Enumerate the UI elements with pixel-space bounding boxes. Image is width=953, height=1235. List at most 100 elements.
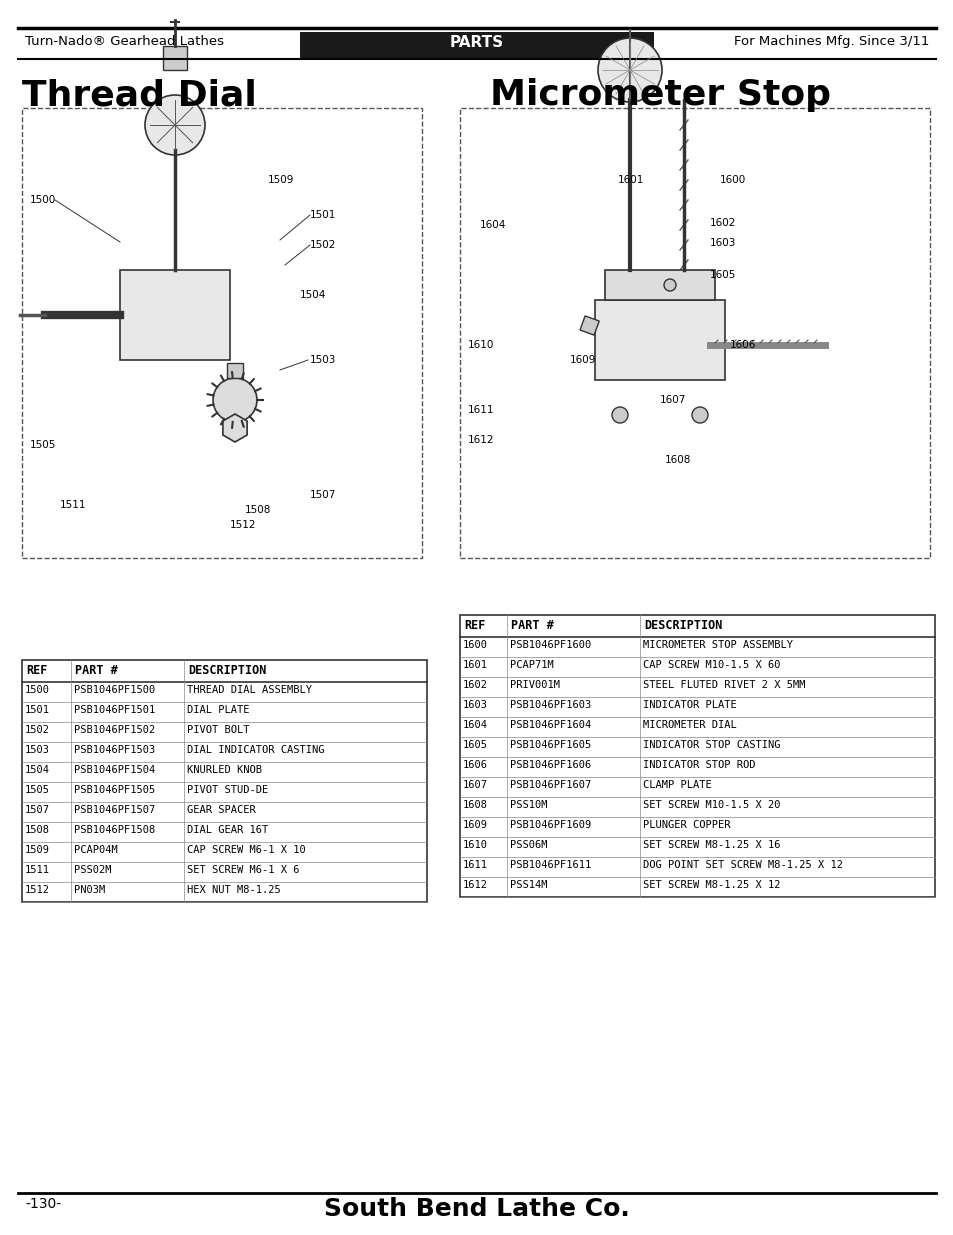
Text: PN03M: PN03M <box>73 885 105 895</box>
Text: 1501: 1501 <box>25 705 50 715</box>
Text: PSS10M: PSS10M <box>510 800 547 810</box>
Text: 1508: 1508 <box>25 825 50 835</box>
Text: MICROMETER STOP ASSEMBLY: MICROMETER STOP ASSEMBLY <box>643 640 793 650</box>
Text: 1606: 1606 <box>462 760 488 769</box>
Text: CAP SCREW M10-1.5 X 60: CAP SCREW M10-1.5 X 60 <box>643 659 781 671</box>
Text: REF: REF <box>26 664 48 677</box>
Text: CAP SCREW M6-1 X 10: CAP SCREW M6-1 X 10 <box>187 845 305 855</box>
Text: SET SCREW M8-1.25 X 12: SET SCREW M8-1.25 X 12 <box>643 881 781 890</box>
Text: 1610: 1610 <box>462 840 488 850</box>
Text: 1505: 1505 <box>25 785 50 795</box>
Text: MICROMETER DIAL: MICROMETER DIAL <box>643 720 737 730</box>
Circle shape <box>612 408 627 424</box>
Text: 1507: 1507 <box>25 805 50 815</box>
Text: 1507: 1507 <box>310 490 336 500</box>
Bar <box>227 363 243 378</box>
Circle shape <box>598 38 661 103</box>
Text: Micrometer Stop: Micrometer Stop <box>490 78 830 112</box>
Bar <box>22 107 421 558</box>
Text: INDICATOR STOP ROD: INDICATOR STOP ROD <box>643 760 755 769</box>
Polygon shape <box>223 414 247 442</box>
Text: 1509: 1509 <box>268 175 294 185</box>
Bar <box>163 46 187 70</box>
Text: PIVOT BOLT: PIVOT BOLT <box>187 725 250 735</box>
Text: 1512: 1512 <box>230 520 256 530</box>
Text: 1602: 1602 <box>709 219 736 228</box>
Text: 1604: 1604 <box>479 220 506 230</box>
Text: 1612: 1612 <box>468 435 494 445</box>
Text: 1609: 1609 <box>569 354 596 366</box>
Text: 1500: 1500 <box>25 685 50 695</box>
Text: PLUNGER COPPER: PLUNGER COPPER <box>643 820 730 830</box>
Text: 1601: 1601 <box>618 175 643 185</box>
Text: PIVOT STUD-DE: PIVOT STUD-DE <box>187 785 268 795</box>
Text: 1603: 1603 <box>462 700 488 710</box>
Text: SET SCREW M8-1.25 X 16: SET SCREW M8-1.25 X 16 <box>643 840 781 850</box>
Text: PSS02M: PSS02M <box>73 864 111 876</box>
Text: PRIV001M: PRIV001M <box>510 680 560 690</box>
Text: 1610: 1610 <box>468 340 494 350</box>
Circle shape <box>691 408 707 424</box>
Text: 1508: 1508 <box>245 505 271 515</box>
Text: PSB1046PF1611: PSB1046PF1611 <box>510 860 591 869</box>
Text: REF: REF <box>463 619 485 632</box>
Text: KNURLED KNOB: KNURLED KNOB <box>187 764 262 776</box>
Bar <box>579 316 598 335</box>
Bar <box>299 32 654 58</box>
Circle shape <box>145 95 205 156</box>
Text: PCAP71M: PCAP71M <box>510 659 554 671</box>
Text: PSS14M: PSS14M <box>510 881 547 890</box>
Bar <box>459 107 929 558</box>
Text: DESCRIPTION: DESCRIPTION <box>644 619 722 632</box>
Text: INDICATOR STOP CASTING: INDICATOR STOP CASTING <box>643 740 781 750</box>
Text: PSB1046PF1500: PSB1046PF1500 <box>73 685 154 695</box>
Text: PSB1046PF1502: PSB1046PF1502 <box>73 725 154 735</box>
Text: 1612: 1612 <box>462 881 488 890</box>
Text: PART #: PART # <box>74 664 117 677</box>
Text: PSB1046PF1600: PSB1046PF1600 <box>510 640 591 650</box>
Text: PSB1046PF1605: PSB1046PF1605 <box>510 740 591 750</box>
Text: PSB1046PF1609: PSB1046PF1609 <box>510 820 591 830</box>
Text: 1505: 1505 <box>30 440 56 450</box>
Text: STEEL FLUTED RIVET 2 X 5MM: STEEL FLUTED RIVET 2 X 5MM <box>643 680 805 690</box>
Bar <box>604 270 714 300</box>
Text: THREAD DIAL ASSEMBLY: THREAD DIAL ASSEMBLY <box>187 685 312 695</box>
Text: PSB1046PF1501: PSB1046PF1501 <box>73 705 154 715</box>
Text: 1600: 1600 <box>462 640 488 650</box>
Text: GEAR SPACER: GEAR SPACER <box>187 805 255 815</box>
Text: 1609: 1609 <box>462 820 488 830</box>
Text: 1600: 1600 <box>720 175 745 185</box>
Text: PSB1046PF1507: PSB1046PF1507 <box>73 805 154 815</box>
Text: 1511: 1511 <box>60 500 87 510</box>
Text: 1503: 1503 <box>310 354 336 366</box>
Text: 1601: 1601 <box>462 659 488 671</box>
Text: 1500: 1500 <box>30 195 56 205</box>
Text: -130-: -130- <box>25 1197 61 1212</box>
Bar <box>595 300 724 380</box>
Bar <box>22 659 427 902</box>
Text: PART #: PART # <box>511 619 554 632</box>
Text: South Bend Lathe Co.: South Bend Lathe Co. <box>324 1197 629 1221</box>
Text: 1607: 1607 <box>659 395 685 405</box>
Text: 1511: 1511 <box>25 864 50 876</box>
Text: SET SCREW M6-1 X 6: SET SCREW M6-1 X 6 <box>187 864 299 876</box>
Text: 1607: 1607 <box>462 781 488 790</box>
Text: SET SCREW M10-1.5 X 20: SET SCREW M10-1.5 X 20 <box>643 800 781 810</box>
Text: PSB1046PF1503: PSB1046PF1503 <box>73 745 154 755</box>
Text: 1603: 1603 <box>709 238 736 248</box>
Text: 1503: 1503 <box>25 745 50 755</box>
Text: PSB1046PF1607: PSB1046PF1607 <box>510 781 591 790</box>
Bar <box>120 270 230 359</box>
Text: 1605: 1605 <box>462 740 488 750</box>
Text: 1608: 1608 <box>462 800 488 810</box>
Text: 1509: 1509 <box>25 845 50 855</box>
Text: PSB1046PF1505: PSB1046PF1505 <box>73 785 154 795</box>
Text: 1504: 1504 <box>25 764 50 776</box>
Text: 1611: 1611 <box>462 860 488 869</box>
Text: Turn-Nado® Gearhead Lathes: Turn-Nado® Gearhead Lathes <box>25 35 224 48</box>
Circle shape <box>213 378 256 422</box>
Text: DESCRIPTION: DESCRIPTION <box>188 664 266 677</box>
Bar <box>459 615 934 897</box>
Text: DIAL GEAR 16T: DIAL GEAR 16T <box>187 825 268 835</box>
Text: PARTS: PARTS <box>450 35 503 49</box>
